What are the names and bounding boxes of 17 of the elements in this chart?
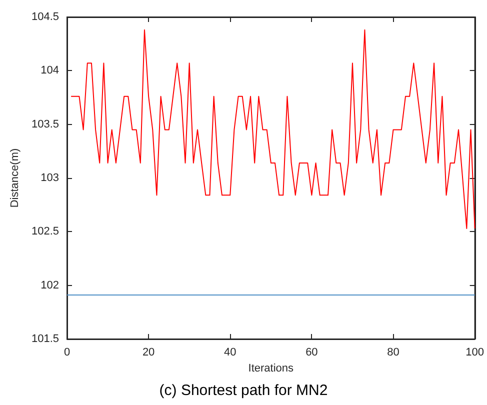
- y-tick-label: 102.5: [31, 226, 59, 238]
- text: (c) Shortest path for MN2: [159, 382, 328, 399]
- y-tick-label: 102: [40, 279, 59, 292]
- y-tick-label: 101.5: [31, 333, 59, 345]
- y-tick-label: 104: [40, 64, 59, 77]
- x-axis-title: Iterations: [248, 362, 294, 374]
- x-tick-label: 60: [306, 346, 318, 358]
- x-tick-label: 20: [142, 346, 155, 358]
- x-tick-label: 0: [64, 346, 70, 358]
- x-tick-label: 100: [466, 346, 484, 358]
- y-axis-title: Distance(m): [9, 148, 22, 208]
- y-tick-label: 103: [40, 172, 59, 184]
- x-tick-label: 80: [387, 346, 400, 358]
- line-series: [70, 29, 476, 229]
- y-tick-label: 103.5: [31, 118, 59, 130]
- y-tick-label: 104.5: [31, 11, 59, 23]
- x-tick-label: 40: [224, 346, 236, 358]
